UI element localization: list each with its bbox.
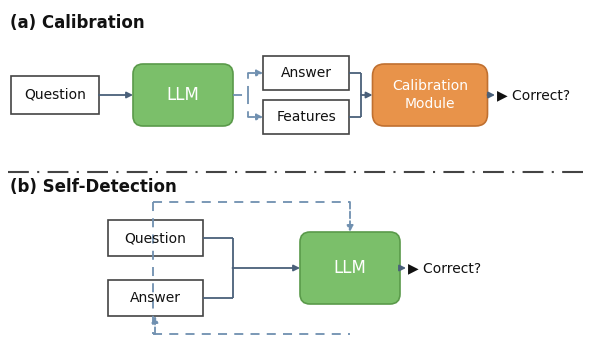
- Text: ▶ Correct?: ▶ Correct?: [497, 88, 570, 102]
- Text: LLM: LLM: [333, 259, 366, 277]
- Text: LLM: LLM: [166, 86, 200, 104]
- FancyBboxPatch shape: [300, 232, 400, 304]
- Text: Calibration
Module: Calibration Module: [392, 79, 468, 111]
- Text: (a) Calibration: (a) Calibration: [10, 14, 144, 32]
- Bar: [108, 220, 202, 256]
- Bar: [108, 280, 202, 316]
- Text: Answer: Answer: [281, 66, 332, 80]
- Text: Question: Question: [24, 88, 86, 102]
- Bar: [11, 76, 99, 114]
- Bar: [263, 100, 349, 134]
- Text: Question: Question: [124, 231, 186, 245]
- Bar: [263, 56, 349, 90]
- FancyBboxPatch shape: [133, 64, 233, 126]
- Text: (b) Self-Detection: (b) Self-Detection: [10, 178, 177, 196]
- Text: Answer: Answer: [130, 291, 181, 305]
- FancyBboxPatch shape: [372, 64, 487, 126]
- Text: ▶ Correct?: ▶ Correct?: [408, 261, 481, 275]
- Text: Features: Features: [276, 110, 336, 124]
